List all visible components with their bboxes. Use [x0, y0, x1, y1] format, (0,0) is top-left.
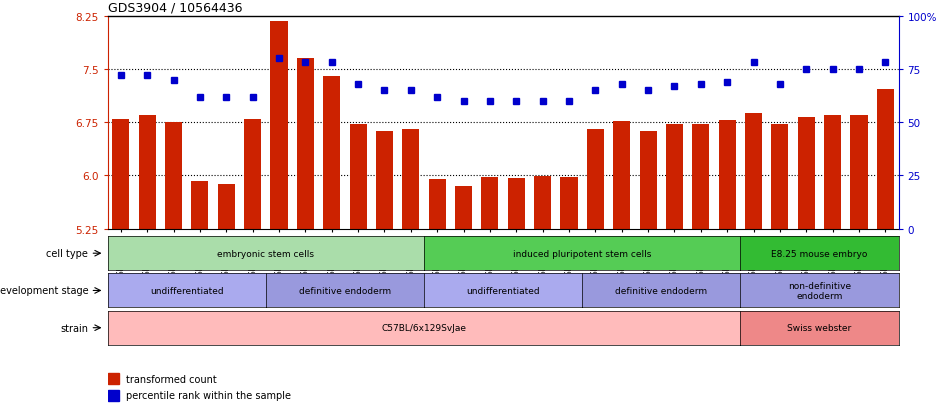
Bar	[665, 125, 683, 229]
Bar	[693, 124, 709, 229]
Bar	[719, 121, 736, 229]
Text: C57BL/6x129SvJae: C57BL/6x129SvJae	[382, 323, 466, 332]
Text: transformed count: transformed count	[126, 374, 217, 384]
Bar	[108, 390, 120, 401]
Text: Swiss webster: Swiss webster	[787, 323, 852, 332]
Bar	[639, 132, 657, 229]
Bar	[771, 125, 788, 229]
Bar	[587, 130, 604, 229]
Bar	[745, 114, 762, 229]
Text: undifferentiated: undifferentiated	[150, 286, 224, 295]
Text: cell type: cell type	[47, 249, 88, 259]
Bar	[402, 130, 419, 229]
Bar	[349, 125, 367, 229]
Bar	[271, 22, 287, 229]
Bar	[191, 182, 209, 229]
Bar	[851, 116, 868, 229]
Bar	[877, 90, 894, 229]
Text: GDS3904 / 10564436: GDS3904 / 10564436	[108, 1, 242, 14]
Text: undifferentiated: undifferentiated	[466, 286, 540, 295]
Text: E8.25 mouse embryo: E8.25 mouse embryo	[771, 249, 868, 258]
Bar	[613, 121, 630, 229]
Bar	[797, 118, 815, 229]
Bar	[244, 119, 261, 229]
Text: percentile rank within the sample: percentile rank within the sample	[126, 390, 291, 401]
Bar	[218, 185, 235, 229]
Bar	[507, 178, 525, 229]
Text: induced pluripotent stem cells: induced pluripotent stem cells	[513, 249, 651, 258]
Bar	[429, 180, 446, 229]
Bar	[481, 178, 499, 229]
Bar	[108, 373, 120, 384]
Text: definitive endoderm: definitive endoderm	[299, 286, 391, 295]
Bar	[534, 177, 551, 229]
Bar	[165, 123, 183, 229]
Text: embryonic stem cells: embryonic stem cells	[217, 249, 314, 258]
Bar	[323, 77, 341, 229]
Bar	[561, 178, 578, 229]
Text: definitive endoderm: definitive endoderm	[615, 286, 708, 295]
Bar	[297, 59, 314, 229]
Text: non-definitive
endoderm: non-definitive endoderm	[788, 281, 851, 300]
Bar	[824, 116, 841, 229]
Bar	[455, 187, 472, 229]
Text: development stage: development stage	[0, 286, 88, 296]
Bar	[139, 116, 155, 229]
Bar	[376, 132, 393, 229]
Bar	[112, 119, 129, 229]
Text: strain: strain	[60, 323, 88, 333]
